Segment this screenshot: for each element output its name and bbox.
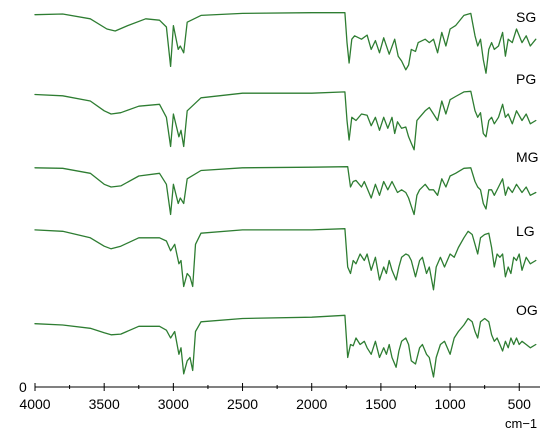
x-tick-label-4000: 4000 (19, 396, 50, 412)
series-labels: SG PG MG LG OG (516, 9, 539, 318)
spectra-layer (34, 12, 537, 378)
x-tick-label-1500: 1500 (365, 396, 396, 412)
x-tick-label-1000: 1000 (434, 396, 465, 412)
x-tick-label-3500: 3500 (89, 396, 120, 412)
y-origin-label: 0 (19, 379, 27, 395)
spectrum-line-og (34, 314, 537, 378)
x-axis-unit-label: cm−1 (505, 416, 537, 431)
series-label-pg: PG (516, 71, 536, 87)
x-tick-label-3000: 3000 (158, 396, 189, 412)
x-tick-label-2500: 2500 (227, 396, 258, 412)
series-label-lg: LG (516, 223, 535, 239)
x-axis-ticks: 4000 3500 3000 2500 2000 1500 1000 500 (19, 383, 531, 412)
spectrum-line-pg (34, 90, 537, 151)
series-label-og: OG (516, 302, 538, 318)
spectrum-line-sg (34, 12, 537, 74)
x-tick-label-500: 500 (508, 396, 532, 412)
spectrum-line-lg (34, 228, 537, 291)
series-label-sg: SG (516, 9, 536, 25)
x-tick-label-2000: 2000 (296, 396, 327, 412)
spectrum-line-mg (34, 166, 537, 216)
series-label-mg: MG (516, 149, 539, 165)
